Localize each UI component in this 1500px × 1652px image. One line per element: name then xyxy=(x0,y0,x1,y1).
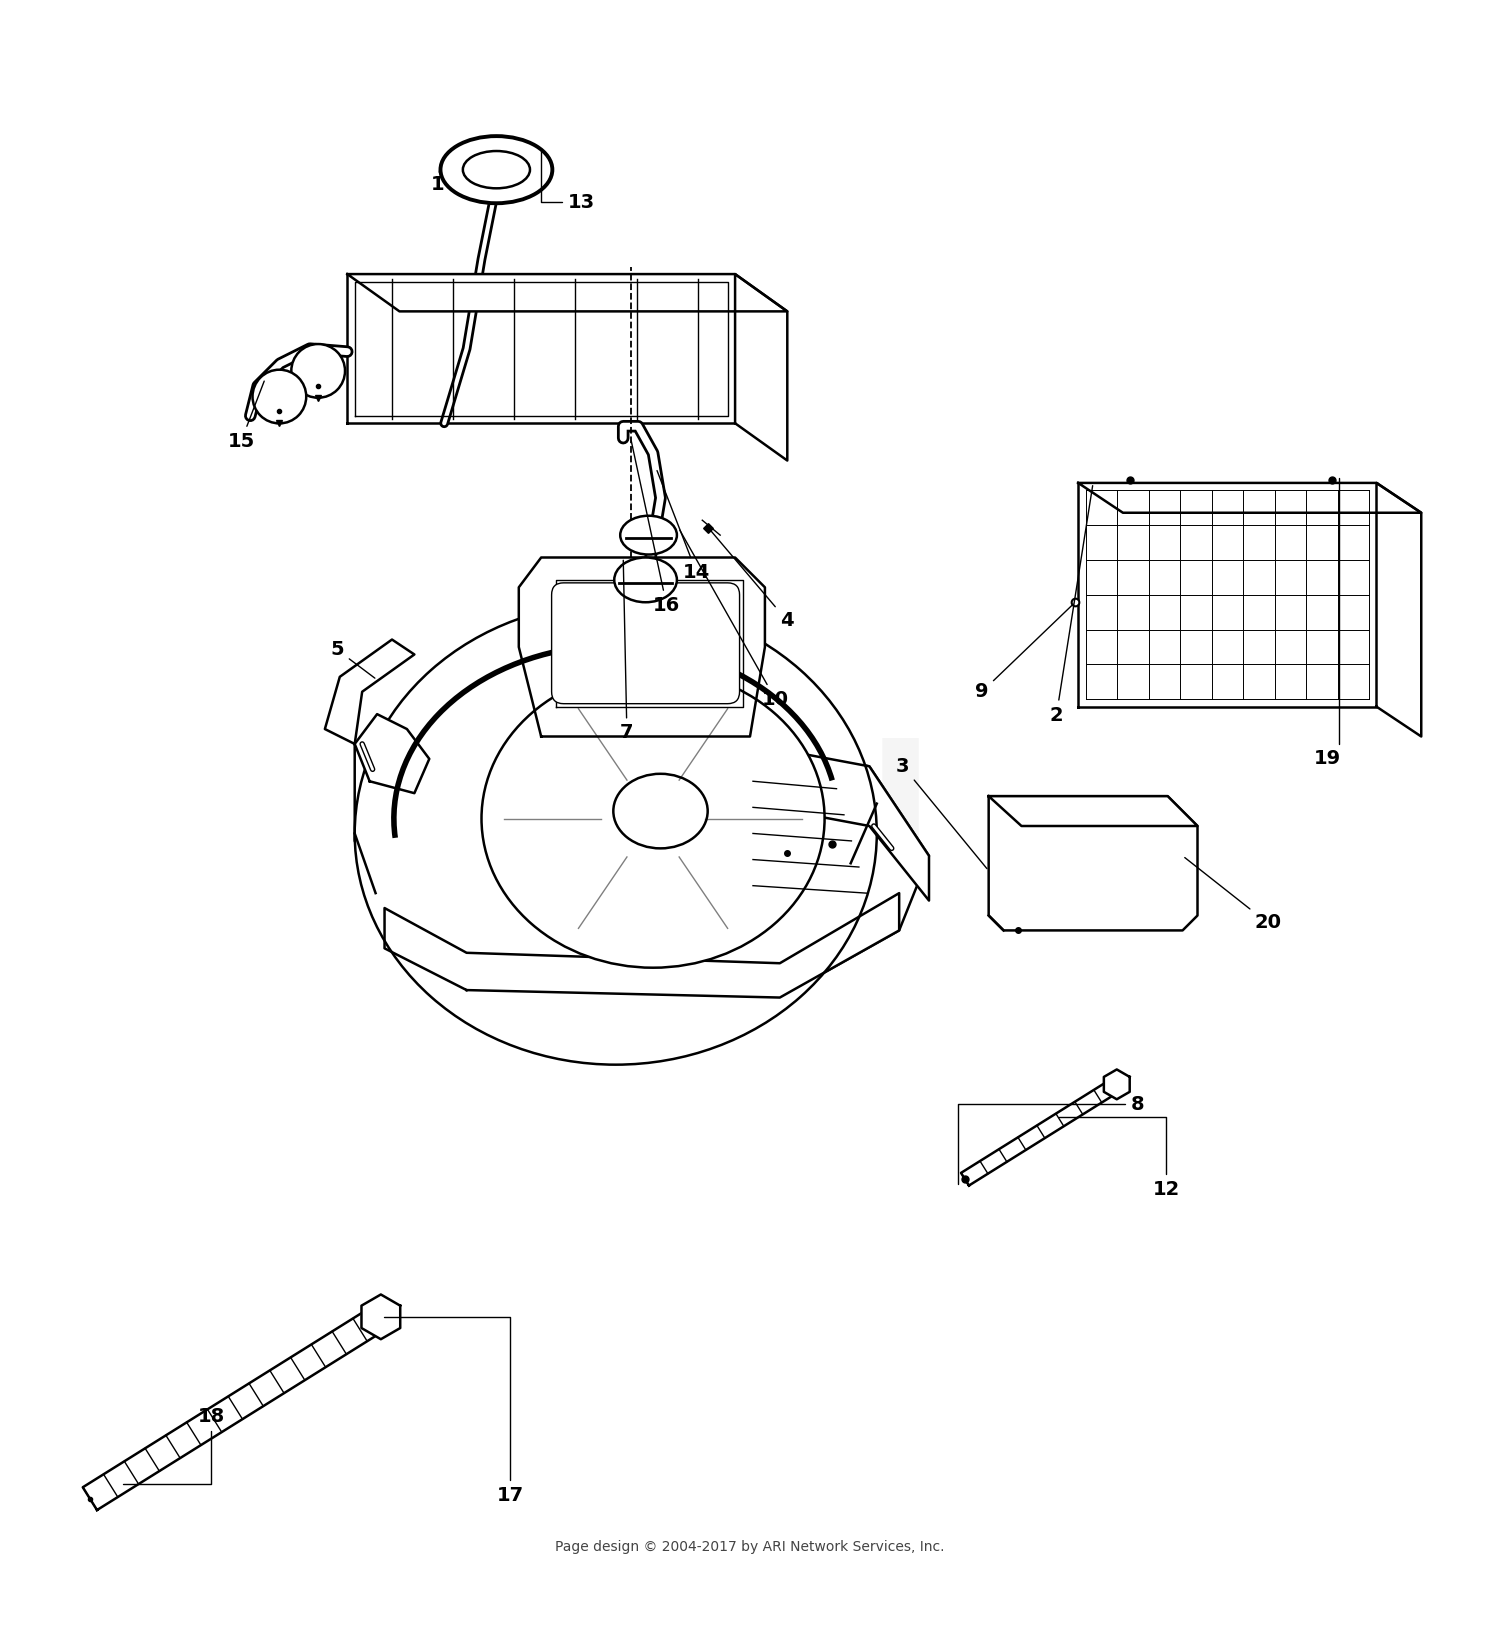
Circle shape xyxy=(291,344,345,398)
Text: 2: 2 xyxy=(1050,486,1092,725)
Polygon shape xyxy=(750,743,928,900)
Polygon shape xyxy=(962,1079,1120,1186)
Polygon shape xyxy=(326,639,414,743)
Text: 15: 15 xyxy=(228,382,264,451)
Text: 8: 8 xyxy=(957,1095,1144,1184)
Polygon shape xyxy=(346,274,788,311)
Ellipse shape xyxy=(615,557,676,603)
Ellipse shape xyxy=(354,603,878,1064)
Ellipse shape xyxy=(441,135,552,203)
Polygon shape xyxy=(1078,482,1420,512)
Polygon shape xyxy=(346,274,735,423)
Text: 18: 18 xyxy=(123,1406,225,1483)
Ellipse shape xyxy=(482,669,825,968)
Text: 17: 17 xyxy=(384,1317,524,1505)
Polygon shape xyxy=(362,1295,401,1340)
Text: 13: 13 xyxy=(542,150,596,211)
Text: 3: 3 xyxy=(896,757,987,869)
Polygon shape xyxy=(1104,1069,1130,1099)
Polygon shape xyxy=(82,1305,388,1510)
Text: 7: 7 xyxy=(620,560,633,742)
Text: 10: 10 xyxy=(680,530,789,709)
Circle shape xyxy=(252,370,306,423)
Polygon shape xyxy=(354,714,429,793)
Text: 20: 20 xyxy=(1185,857,1281,932)
FancyBboxPatch shape xyxy=(552,583,740,704)
Text: 1: 1 xyxy=(430,170,444,193)
Polygon shape xyxy=(519,557,765,737)
Text: 19: 19 xyxy=(1314,477,1341,768)
Text: ARI: ARI xyxy=(564,732,936,920)
Ellipse shape xyxy=(620,515,676,555)
Text: 14: 14 xyxy=(657,471,710,582)
Text: 9: 9 xyxy=(975,605,1072,700)
Polygon shape xyxy=(1078,482,1377,707)
Ellipse shape xyxy=(614,773,708,849)
Polygon shape xyxy=(1377,482,1420,737)
Polygon shape xyxy=(384,894,898,998)
Ellipse shape xyxy=(464,150,530,188)
Polygon shape xyxy=(988,796,1197,826)
Polygon shape xyxy=(354,729,928,1034)
Text: 4: 4 xyxy=(710,530,794,629)
Text: 5: 5 xyxy=(330,641,375,679)
Text: 12: 12 xyxy=(1059,1117,1180,1199)
Polygon shape xyxy=(735,274,788,461)
Polygon shape xyxy=(988,796,1197,930)
Text: Page design © 2004-2017 by ARI Network Services, Inc.: Page design © 2004-2017 by ARI Network S… xyxy=(555,1540,945,1555)
Text: 16: 16 xyxy=(632,441,681,615)
